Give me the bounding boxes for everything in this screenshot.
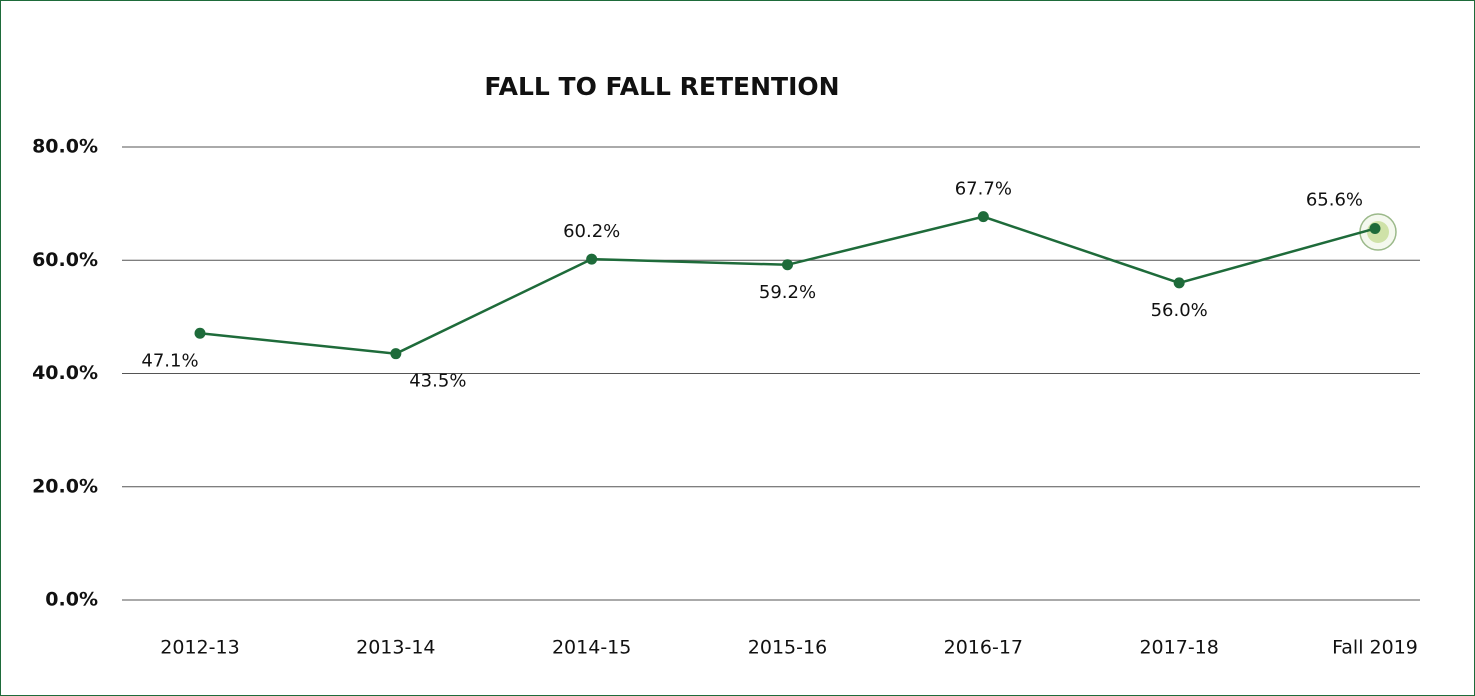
x-tick-label: Fall 2019: [1332, 637, 1418, 659]
x-tick-label: 2017-18: [1139, 637, 1218, 659]
y-tick-label: 20.0%: [32, 475, 98, 497]
value-label: 65.6%: [1306, 190, 1363, 211]
x-tick-label: 2013-14: [356, 637, 435, 659]
marker: [194, 327, 206, 339]
y-tick-label: 80.0%: [32, 136, 98, 158]
x-tick-label: 2015-16: [748, 637, 827, 659]
value-label: 67.7%: [955, 179, 1012, 200]
y-tick-label: 0.0%: [45, 589, 98, 611]
value-label: 47.1%: [141, 350, 198, 371]
x-tick-label: 2014-15: [552, 637, 631, 659]
chart-title: FALL TO FALL RETENTION: [484, 72, 839, 101]
marker: [977, 211, 989, 223]
value-label: 60.2%: [563, 221, 620, 242]
x-tick-label: 2016-17: [944, 637, 1023, 659]
value-label: 59.2%: [759, 282, 816, 303]
value-label: 56.0%: [1151, 300, 1208, 321]
marker: [782, 259, 793, 271]
value-label: 43.5%: [409, 371, 466, 392]
x-tick-label: 2012-13: [160, 637, 239, 659]
marker: [390, 348, 402, 360]
y-tick-label: 60.0%: [32, 249, 98, 271]
marker: [1173, 277, 1185, 289]
marker: [586, 253, 598, 265]
marker: [1369, 223, 1381, 235]
y-tick-label: 40.0%: [32, 362, 98, 384]
